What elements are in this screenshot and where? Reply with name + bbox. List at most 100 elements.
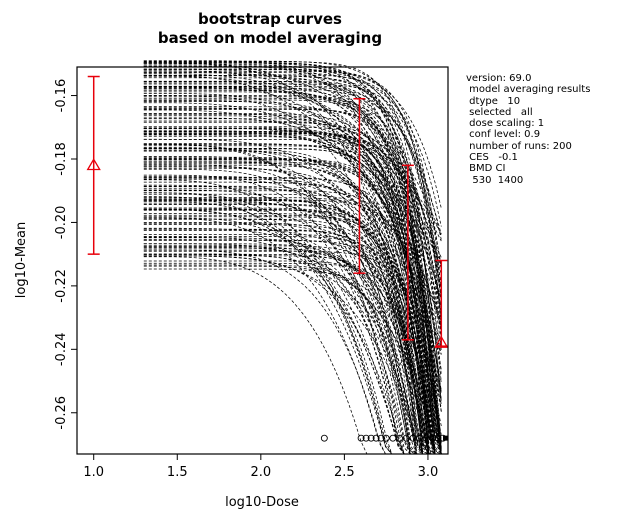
bootstrap-curve — [143, 209, 442, 455]
bootstrap-curve — [143, 86, 442, 454]
bootstrap-curve — [143, 91, 442, 455]
bootstrap-curve — [143, 253, 442, 455]
bmd-point — [382, 434, 390, 442]
bmd-point — [320, 434, 328, 442]
y-axis: -0.16 -0.18 -0.20 -0.22 -0.24 -0.26 — [54, 79, 77, 430]
bootstrap-curve — [143, 218, 442, 455]
bootstrap-curve — [143, 68, 442, 300]
model-summary-annotation: version: 69.0 model averaging results dt… — [466, 73, 616, 186]
bootstrap-curve — [143, 148, 442, 455]
bootstrap-curve — [143, 227, 442, 455]
bootstrap-curve — [143, 158, 442, 455]
bootstrap-curve — [143, 176, 442, 427]
bootstrap-curve — [143, 167, 442, 455]
y-tick-label: -0.16 — [54, 79, 69, 113]
bootstrap-curve — [143, 145, 442, 455]
bootstrap-curve — [143, 239, 442, 455]
bootstrap-curve — [143, 85, 442, 455]
bootstrap-curve — [143, 209, 442, 455]
x-tick-label: 1.0 — [83, 465, 104, 480]
annotation-line: 530 1400 — [466, 174, 524, 186]
bootstrap-curve — [143, 60, 442, 455]
bootstrap-curve — [143, 61, 442, 455]
annotation-line: selected all — [466, 106, 533, 118]
bootstrap-curve — [143, 106, 442, 349]
annotation-line: conf level: 0.9 — [466, 129, 541, 141]
bootstrap-curve — [143, 161, 442, 383]
bootstrap-curve — [233, 89, 442, 455]
bmd-point — [367, 434, 375, 442]
bootstrap-curve — [143, 237, 442, 455]
bootstrap-curve — [143, 135, 442, 455]
bootstrap-curve — [143, 250, 442, 448]
bmd-point — [357, 434, 365, 442]
bootstrap-curve — [143, 107, 442, 301]
bootstrap-curve — [143, 133, 442, 309]
bmd-point — [372, 434, 380, 442]
y-tick-label: -0.24 — [54, 332, 69, 366]
bootstrap-curve — [143, 255, 442, 455]
bootstrap-curve — [143, 164, 442, 455]
bmd-point — [409, 434, 417, 442]
confidence-intervals — [86, 75, 449, 348]
bootstrap-curve — [143, 168, 442, 455]
bmd-point — [389, 434, 397, 442]
annotation-line: CES -0.1 — [466, 152, 518, 164]
x-axis: 1.0 1.5 2.0 2.5 3.0 — [83, 454, 438, 480]
bootstrap-curve — [143, 73, 442, 242]
bootstrap-curve — [143, 254, 442, 455]
bootstrap-curve — [143, 193, 442, 391]
bootstrap-curve — [143, 214, 442, 455]
bootstrap-curve — [143, 216, 442, 455]
bootstrap-curve — [143, 177, 442, 455]
annotation-line: number of runs: 200 — [466, 140, 572, 152]
bmd-point — [362, 434, 370, 442]
bootstrap-curve — [143, 265, 442, 455]
bootstrap-curve — [143, 207, 442, 455]
bootstrap-curve — [143, 127, 442, 300]
bootstrap-curve — [143, 156, 442, 455]
bootstrap-curve — [143, 128, 442, 392]
bootstrap-curve — [143, 69, 442, 326]
y-tick-label: -0.18 — [54, 142, 69, 176]
bootstrap-curve — [143, 87, 442, 240]
bootstrap-curve — [143, 147, 442, 355]
bootstrap-curve — [143, 228, 442, 455]
bootstrap-curve — [143, 243, 442, 449]
bootstrap-curve — [143, 159, 442, 455]
bootstrap-curve — [143, 213, 442, 455]
x-tick-label: 2.5 — [334, 465, 355, 480]
bmd-point-markers — [320, 434, 448, 442]
bootstrap-curve — [143, 147, 442, 322]
x-axis-label: log10-Dose — [225, 495, 299, 510]
bootstrap-curve — [143, 203, 442, 455]
x-tick-label: 2.0 — [250, 465, 271, 480]
bootstrap-curve — [143, 102, 442, 322]
bmd-point — [402, 434, 410, 442]
bootstrap-curve — [143, 222, 442, 455]
bootstrap-curve — [143, 117, 442, 401]
chart-title-line-1: bootstrap curves — [198, 10, 342, 28]
bootstrap-curve — [143, 224, 442, 455]
bootstrap-curve — [143, 184, 442, 455]
bootstrap-curve — [143, 208, 442, 455]
y-tick-label: -0.26 — [54, 396, 69, 430]
chart-title-line-2: based on model averaging — [158, 29, 382, 47]
bootstrap-curve — [143, 62, 442, 455]
x-tick-label: 3.0 — [418, 465, 439, 480]
bootstrap-curve — [279, 67, 442, 236]
x-tick-label: 1.5 — [167, 465, 188, 480]
bootstrap-curve — [143, 75, 442, 235]
bootstrap-curve — [143, 62, 442, 455]
bootstrap-curve — [328, 78, 442, 455]
bootstrap-curve — [143, 239, 442, 455]
bootstrap-curve — [143, 74, 442, 393]
bootstrap-curve — [143, 128, 442, 455]
bootstrap-curve — [143, 208, 442, 455]
bootstrap-curve — [143, 62, 442, 455]
bootstrap-curve — [143, 70, 442, 289]
y-axis-label: log10-Mean — [14, 222, 29, 298]
bmd-point — [416, 434, 424, 442]
bootstrap-curve — [143, 109, 442, 455]
bootstrap-curve — [143, 75, 442, 450]
